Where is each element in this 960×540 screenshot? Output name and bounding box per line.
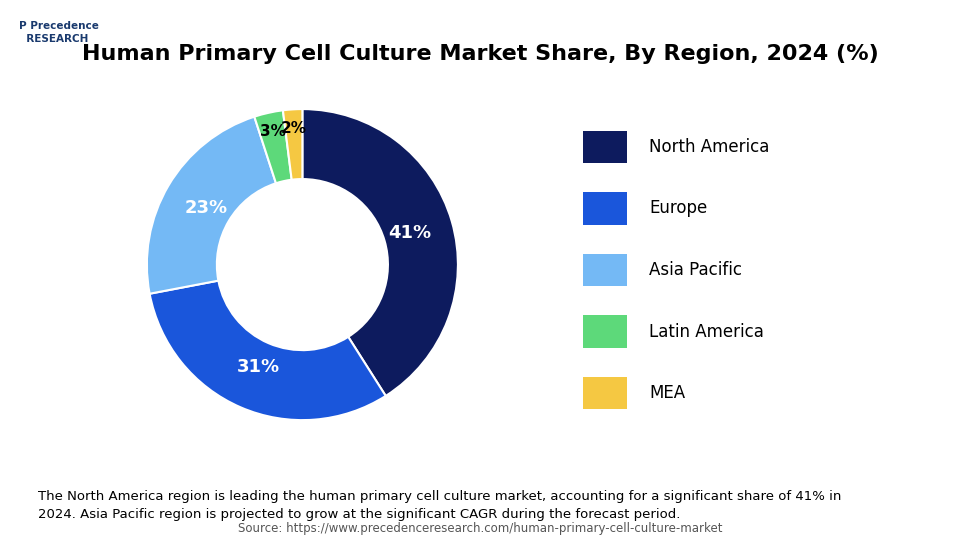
Text: Asia Pacific: Asia Pacific: [649, 261, 742, 279]
Text: North America: North America: [649, 138, 769, 156]
Text: 41%: 41%: [389, 224, 431, 242]
Text: Source: https://www.precedenceresearch.com/human-primary-cell-culture-market: Source: https://www.precedenceresearch.c…: [238, 522, 722, 535]
Wedge shape: [283, 109, 302, 180]
Text: MEA: MEA: [649, 384, 685, 402]
FancyBboxPatch shape: [584, 192, 627, 225]
Wedge shape: [147, 117, 276, 294]
FancyBboxPatch shape: [584, 254, 627, 286]
Text: Europe: Europe: [649, 199, 708, 218]
FancyBboxPatch shape: [584, 377, 627, 409]
Wedge shape: [254, 110, 292, 183]
Text: 3%: 3%: [259, 124, 285, 139]
Text: 31%: 31%: [236, 359, 279, 376]
Text: The North America region is leading the human primary cell culture market, accou: The North America region is leading the …: [38, 490, 842, 521]
Text: 23%: 23%: [184, 199, 228, 217]
Text: Human Primary Cell Culture Market Share, By Region, 2024 (%): Human Primary Cell Culture Market Share,…: [82, 44, 878, 64]
Wedge shape: [302, 109, 458, 396]
Text: P Precedence
  RESEARCH: P Precedence RESEARCH: [19, 21, 99, 44]
Text: 2%: 2%: [281, 120, 307, 136]
Wedge shape: [150, 281, 386, 420]
FancyBboxPatch shape: [584, 131, 627, 163]
FancyBboxPatch shape: [584, 315, 627, 348]
Text: Latin America: Latin America: [649, 322, 764, 341]
